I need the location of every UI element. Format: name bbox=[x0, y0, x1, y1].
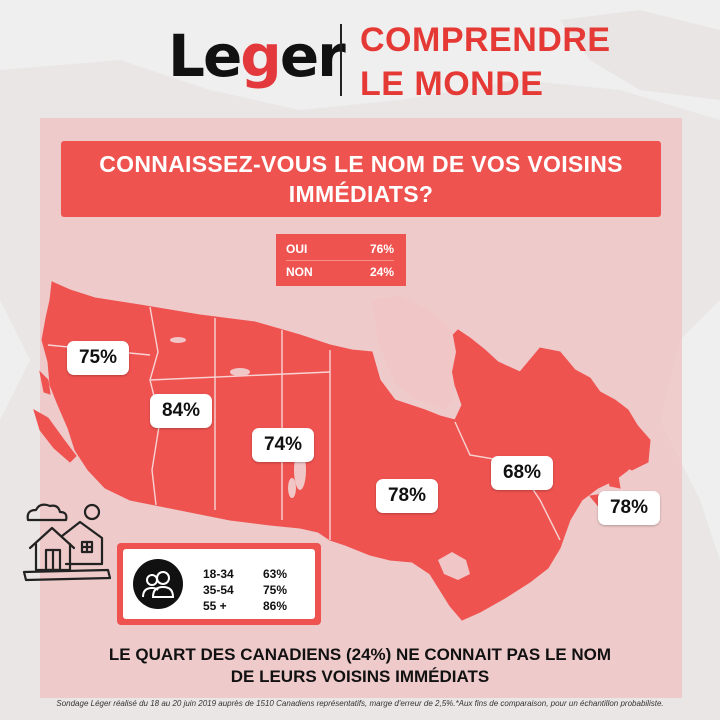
house-icon bbox=[22, 503, 112, 582]
question-banner: CONNAISSEZ-VOUS LE NOM DE VOS VOISINS IM… bbox=[61, 141, 661, 217]
answer-label: NON bbox=[286, 265, 313, 279]
region-label-saskatchewan-manitoba: 74% bbox=[252, 428, 314, 462]
people-icon bbox=[133, 559, 183, 609]
tagline-line-2: LE MONDE bbox=[360, 65, 544, 103]
conclusion-line-1: LE QUART DES CANADIENS (24%) NE CONNAIT … bbox=[108, 645, 612, 664]
answer-row-yes: OUI 76% bbox=[286, 238, 394, 260]
region-label-british-columbia: 75% bbox=[67, 341, 129, 375]
tagline: COMPRENDRE LE MONDE bbox=[360, 18, 611, 106]
age-groups-box: 18-34 63% 35-54 75% 55 + 86% bbox=[117, 543, 321, 625]
age-group-label: 55 + bbox=[203, 599, 227, 613]
region-label-ontario: 78% bbox=[376, 479, 438, 513]
age-row: 18-34 63% bbox=[203, 566, 287, 582]
region-label-alberta: 84% bbox=[150, 394, 212, 428]
age-groups-inner: 18-34 63% 35-54 75% 55 + 86% bbox=[123, 549, 315, 619]
answer-value: 76% bbox=[369, 242, 394, 256]
age-group-label: 35-54 bbox=[203, 583, 234, 597]
sun-icon bbox=[83, 503, 101, 521]
region-label-atlantic: 78% bbox=[598, 491, 660, 525]
cloud-icon bbox=[26, 503, 68, 522]
tagline-line-1: COMPRENDRE bbox=[360, 21, 611, 59]
leger-logo: Leger bbox=[168, 22, 346, 90]
age-group-value: 86% bbox=[263, 599, 288, 613]
conclusion-line-2: DE LEURS VOISINS IMMÉDIATS bbox=[230, 667, 490, 686]
age-group-value: 75% bbox=[263, 583, 288, 597]
answer-row-no: NON 24% bbox=[286, 260, 394, 283]
age-group-label: 18-34 bbox=[203, 567, 234, 581]
header-divider bbox=[340, 24, 342, 96]
answer-label: OUI bbox=[286, 242, 308, 256]
region-label-quebec: 68% bbox=[491, 456, 553, 490]
conclusion-text: LE QUART DES CANADIENS (24%) NE CONNAIT … bbox=[60, 644, 660, 688]
answers-box: OUI 76% NON 24% bbox=[276, 234, 406, 286]
age-group-value: 63% bbox=[263, 567, 288, 581]
footnote: Sondage Léger réalisé du 18 au 20 juin 2… bbox=[56, 699, 664, 708]
answer-value: 24% bbox=[369, 265, 394, 279]
age-row: 35-54 75% bbox=[203, 582, 287, 598]
age-row: 55 + 86% bbox=[203, 598, 287, 614]
age-groups-table: 18-34 63% 35-54 75% 55 + 86% bbox=[203, 566, 287, 614]
